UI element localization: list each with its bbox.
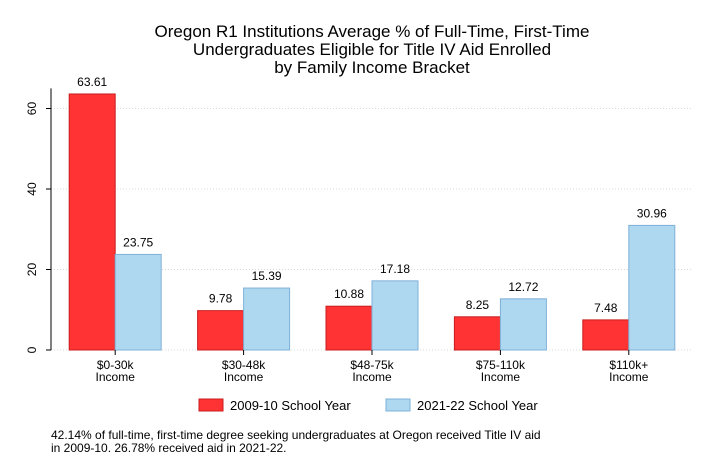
y-tick-label-20: 20 [25, 263, 39, 277]
value-labels: 63.61 23.75 9.78 15.39 10.88 17.18 8.25 12.72 7.… [77, 75, 667, 315]
legend-swatch-1 [198, 398, 224, 412]
chart-title-line-1: Oregon R1 Institutions Average % of Full… [155, 22, 590, 41]
value-label-2-5: 30.96 [637, 206, 667, 220]
value-label-1-2: 9.78 [209, 292, 233, 306]
y-tick-label-0: 0 [25, 346, 39, 353]
x-category-label-3-line-1: $48-75k [350, 358, 394, 372]
legend-swatch-2 [385, 398, 411, 412]
bar-1-2 [197, 310, 245, 351]
legend-label-2: 2021-22 School Year [417, 398, 538, 413]
value-label-1-4: 8.25 [466, 298, 490, 312]
bar-1-1 [68, 93, 116, 351]
footnote-line-2: in 2009-10. 26.78% received aid in 2021-… [51, 441, 287, 455]
bar-2-1 [114, 253, 162, 351]
x-category-label-5-line-2: Income [609, 370, 649, 384]
x-category-label-2-line-2: Income [224, 370, 264, 384]
y-axis: 0 20 40 60 [25, 88, 52, 353]
bar-1-4 [453, 316, 501, 351]
footnote-line-1: 42.14% of full-time, first-time degree s… [51, 428, 541, 442]
footnote: 42.14% of full-time, first-time degree s… [51, 429, 651, 455]
legend: 2009-10 School Year 2021-22 School Year [198, 398, 538, 413]
x-category-label-4-line-2: Income [481, 370, 521, 384]
bar-1-5 [582, 319, 630, 351]
value-label-1-3: 10.88 [334, 287, 364, 301]
chart-title: Oregon R1 Institutions Average % of Full… [155, 22, 590, 77]
value-label-2-4: 12.72 [508, 280, 538, 294]
x-axis-categories: $0-30kIncome$30-48kIncome$48-75kIncome$7… [96, 350, 649, 384]
x-category-label-4-line-1: $75-110k [476, 358, 526, 372]
x-category-label-1-line-1: $0-30k [97, 358, 135, 372]
legend-label-1: 2009-10 School Year [230, 398, 351, 413]
x-category-label-3-line-2: Income [352, 370, 392, 384]
y-tick-label-60: 60 [25, 102, 39, 116]
chart-title-line-2: Undergraduates Eligible for Title IV Aid… [193, 40, 551, 59]
bar-2-5 [628, 224, 676, 351]
value-label-1-5: 7.48 [594, 301, 618, 315]
value-label-2-2: 15.39 [252, 269, 282, 283]
x-category-label-1-line-2: Income [96, 370, 136, 384]
y-tick-label-40: 40 [25, 182, 39, 196]
bar-2-3 [371, 280, 419, 351]
x-category-label-5-line-1: $110k+ [609, 358, 648, 372]
bar-1-3 [325, 305, 373, 351]
value-label-2-3: 17.18 [380, 262, 410, 276]
value-label-2-1: 23.75 [123, 235, 153, 249]
value-label-1-1: 63.61 [77, 75, 107, 89]
chart-title-line-3: by Family Income Bracket [274, 58, 470, 77]
bars [68, 93, 676, 351]
bar-2-4 [499, 298, 547, 351]
bar-2-2 [243, 287, 291, 351]
x-category-label-2-line-1: $30-48k [222, 358, 266, 372]
